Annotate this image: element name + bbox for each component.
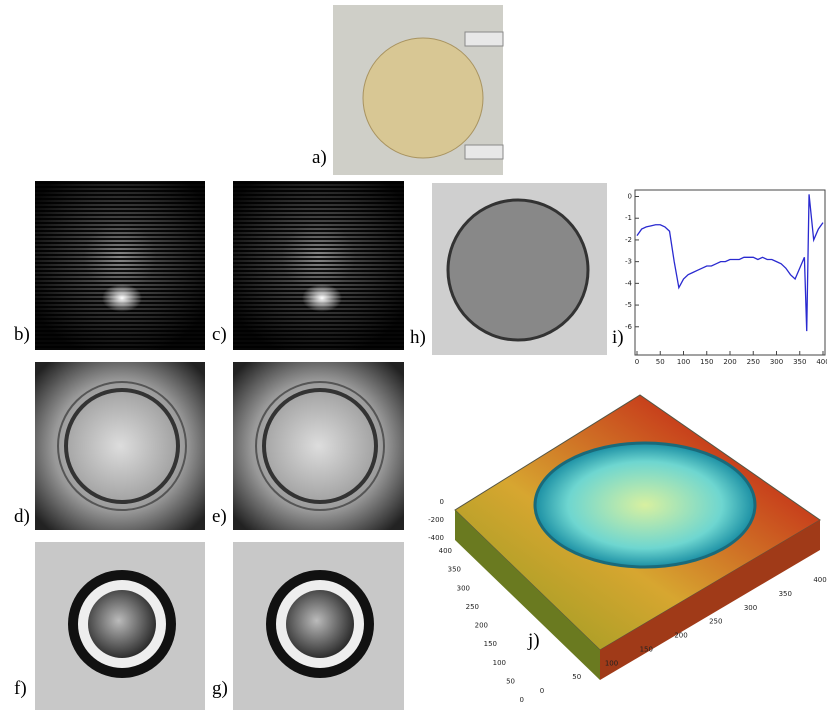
- x-tick-label: 0: [635, 358, 639, 366]
- panel-label: j): [527, 630, 540, 651]
- y-tick-label: 100: [493, 659, 506, 667]
- y-tick-label: -2: [625, 236, 632, 244]
- z-tick-label: -400: [428, 534, 444, 542]
- x-tick-label: 100: [677, 358, 690, 366]
- x-tick-label: 150: [640, 645, 653, 653]
- panel-label: b): [14, 324, 30, 345]
- y-tick-label: 150: [484, 640, 497, 648]
- x-tick-label: 350: [793, 358, 806, 366]
- y-tick-label: 200: [475, 622, 488, 630]
- y-tick-label: 300: [457, 584, 470, 592]
- panel-label: h): [410, 327, 426, 348]
- plot-frame: [635, 190, 825, 355]
- figure: a) b) c) d) e) f) g) h) i) j) 0 -1 -2 -3 -4 -5 -6 0 50 100…: [0, 0, 827, 713]
- y-tick-label: 350: [448, 566, 461, 574]
- x-tick-label: 150: [700, 358, 713, 366]
- panel-label: a): [312, 147, 327, 168]
- x-tick-label: 250: [747, 358, 760, 366]
- x-tick-label: 350: [779, 590, 792, 598]
- x-tick-label: 300: [744, 604, 757, 612]
- y-tick-label: -5: [625, 301, 632, 309]
- panel-label: g): [212, 678, 228, 699]
- y-tick-label: 400: [439, 547, 452, 555]
- y-tick-label: -6: [625, 323, 633, 331]
- x-tick-label: 400: [813, 576, 826, 584]
- amplitude-image: [35, 362, 404, 530]
- x-tick-label: 400: [816, 358, 827, 366]
- unwrapped-image: [432, 183, 607, 355]
- panel-label: d): [14, 506, 30, 527]
- z-tick-label: 0: [440, 498, 444, 506]
- z-tick-label: -200: [428, 516, 444, 524]
- x-tick-label: 50: [572, 673, 581, 681]
- x-tick-label: 0: [540, 687, 544, 695]
- photo: [333, 5, 503, 175]
- surface-plot: [455, 395, 820, 680]
- y-tick-label: 0: [520, 696, 524, 704]
- x-tick-label: 50: [656, 358, 665, 366]
- x-tick-label: 200: [723, 358, 736, 366]
- y-tick-label: -3: [625, 258, 632, 266]
- panel-label: e): [212, 506, 227, 527]
- y-tick-label: 0: [628, 193, 632, 201]
- x-tick-label: 250: [709, 618, 722, 626]
- y-tick-label: -1: [625, 214, 632, 222]
- x-tick-label: 100: [605, 659, 618, 667]
- x-tick-label: 200: [674, 632, 687, 640]
- panel-label: f): [14, 678, 27, 699]
- x-tick-label: 300: [770, 358, 783, 366]
- line-chart: 0 -1 -2 -3 -4 -5 -6 0 50 100 150 200 250 300 350 400: [625, 190, 827, 366]
- y-tick-label: -4: [625, 279, 633, 287]
- panel-label: i): [612, 327, 624, 348]
- panel-label: c): [212, 324, 227, 345]
- y-tick-label: 50: [506, 677, 515, 685]
- y-tick-label: 250: [466, 603, 479, 611]
